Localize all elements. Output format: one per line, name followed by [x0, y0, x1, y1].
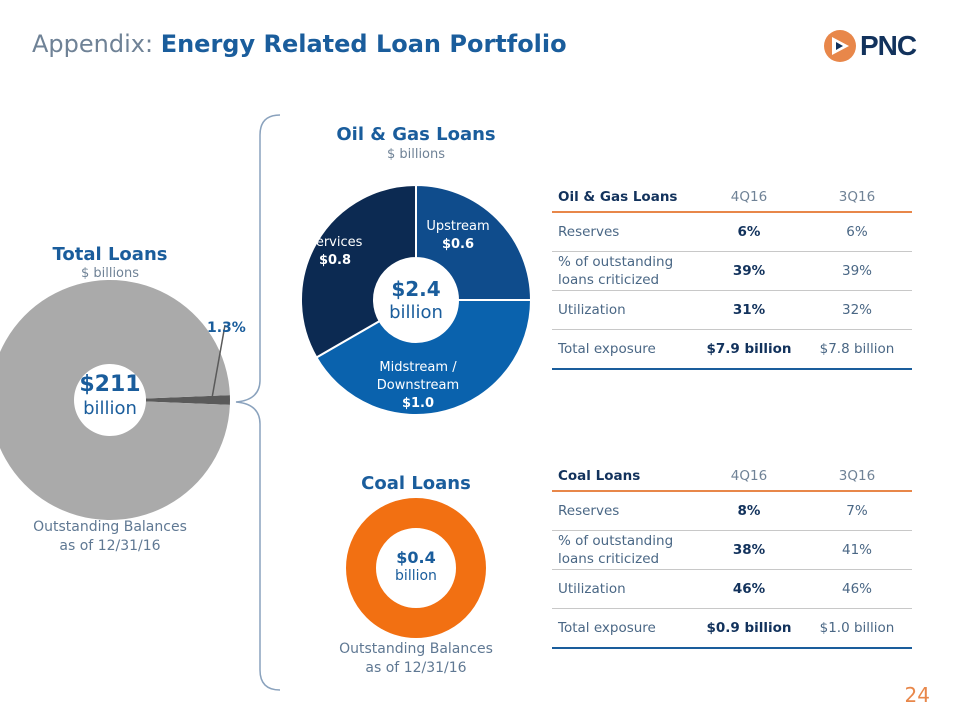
segment-midstream-name2: Downstream — [376, 378, 460, 393]
row-3q16: 41% — [802, 530, 912, 570]
oil-gas-table: Oil & Gas Loans 4Q16 3Q16 Reserves 6% 6%… — [552, 183, 912, 370]
row-label: Utilization — [552, 569, 696, 609]
title-main: Energy Related Loan Portfolio — [160, 30, 567, 58]
table-row: Total exposure $0.9 billion $1.0 billion — [552, 608, 912, 649]
oil-slice-services — [300, 183, 417, 359]
title-prefix: Appendix: — [32, 30, 154, 58]
oil-gas-title: Oil & Gas Loans — [336, 124, 496, 145]
coal-donut — [346, 498, 486, 638]
row-3q16: 7% — [802, 491, 912, 531]
bracket — [235, 114, 281, 691]
row-3q16: 39% — [802, 251, 912, 291]
row-label: % of outstanding loans criticized — [552, 251, 696, 291]
row-4q16: $0.9 billion — [696, 608, 802, 649]
total-slice-other — [0, 280, 230, 520]
row-label: Reserves — [552, 212, 696, 252]
row-4q16: 38% — [696, 530, 802, 570]
segment-upstream-name: Upstream — [426, 219, 490, 234]
coal-title: Coal Loans — [361, 473, 471, 494]
row-4q16: 8% — [696, 491, 802, 531]
segment-label-services: Services $0.8 — [295, 234, 375, 270]
oil-gas-subtitle: $ billions — [386, 147, 446, 162]
row-4q16: 46% — [696, 569, 802, 609]
table-header-row: Coal Loans 4Q16 3Q16 — [552, 462, 912, 492]
pnc-logo-text: PNC — [860, 30, 917, 61]
table-header-3q16: 3Q16 — [802, 462, 912, 492]
pnc-logo-icon — [824, 30, 856, 62]
coal-caption-line2: as of 12/31/16 — [365, 660, 467, 676]
total-loans-center-unit: billion — [83, 398, 137, 419]
table-row: Total exposure $7.9 billion $7.8 billion — [552, 329, 912, 370]
row-label: Total exposure — [552, 608, 696, 649]
pnc-logo: PNC — [822, 28, 932, 64]
table-header-row: Oil & Gas Loans 4Q16 3Q16 — [552, 183, 912, 213]
table-row: Utilization 31% 32% — [552, 290, 912, 330]
oil-gas-donut — [300, 183, 533, 416]
row-label: % of outstanding loans criticized — [552, 530, 696, 570]
row-4q16: 39% — [696, 251, 802, 291]
row-4q16: 6% — [696, 212, 802, 252]
oil-slice-midstream — [315, 299, 533, 416]
row-3q16: 32% — [802, 290, 912, 330]
total-loans-caption-line1: Outstanding Balances — [33, 519, 187, 535]
segment-midstream-name: Midstream / — [379, 360, 457, 375]
row-3q16: $7.8 billion — [802, 329, 912, 370]
oil-gas-center-value: $2.4 — [391, 277, 441, 301]
row-3q16: $1.0 billion — [802, 608, 912, 649]
table-header-label: Oil & Gas Loans — [552, 183, 696, 213]
row-label: Utilization — [552, 290, 696, 330]
segment-label-upstream: Upstream $0.6 — [418, 218, 498, 254]
table-row: % of outstanding loans criticized 38% 41% — [552, 530, 912, 570]
page-number: 24 — [904, 683, 930, 707]
segment-midstream-value: $1.0 — [401, 396, 435, 411]
row-3q16: 46% — [802, 569, 912, 609]
segment-services-name: Services — [307, 235, 363, 250]
row-4q16: 31% — [696, 290, 802, 330]
row-label: Total exposure — [552, 329, 696, 370]
table-row: Reserves 6% 6% — [552, 212, 912, 252]
table-header-label: Coal Loans — [552, 462, 696, 492]
coal-center-unit: billion — [395, 568, 437, 584]
total-loans-center-value: $211 — [79, 372, 141, 397]
row-3q16: 6% — [802, 212, 912, 252]
coal-slice — [346, 498, 486, 638]
page-title: Appendix: Energy Related Loan Portfolio — [32, 30, 567, 58]
total-loans-donut — [0, 280, 231, 520]
total-loans-title: Total Loans — [52, 244, 168, 265]
table-header-3q16: 3Q16 — [802, 183, 912, 213]
table-row: Utilization 46% 46% — [552, 569, 912, 609]
row-label: Reserves — [552, 491, 696, 531]
total-loans-caption-line2: as of 12/31/16 — [59, 538, 161, 554]
oil-slice-upstream — [415, 183, 533, 301]
table-header-4q16: 4Q16 — [696, 462, 802, 492]
energy-share-label: 1.3% — [207, 320, 246, 336]
segment-services-value: $0.8 — [318, 253, 352, 268]
pointer-line — [211, 324, 226, 399]
coal-caption-line1: Outstanding Balances — [339, 641, 493, 657]
coal-center-value: $0.4 — [396, 548, 436, 567]
segment-upstream-value: $0.6 — [441, 237, 475, 252]
total-loans-subtitle: $ billions — [80, 266, 140, 281]
segment-label-midstream: Midstream / Downstream $1.0 — [368, 359, 468, 413]
table-row: Reserves 8% 7% — [552, 491, 912, 531]
oil-gas-center-unit: billion — [389, 302, 443, 323]
coal-table: Coal Loans 4Q16 3Q16 Reserves 8% 7% % of… — [552, 462, 912, 649]
table-row: % of outstanding loans criticized 39% 39% — [552, 251, 912, 291]
row-4q16: $7.9 billion — [696, 329, 802, 370]
total-loans-caption: Outstanding Balances as of 12/31/16 — [20, 518, 200, 556]
total-slice-energy — [145, 395, 231, 405]
table-header-4q16: 4Q16 — [696, 183, 802, 213]
coal-caption: Outstanding Balances as of 12/31/16 — [306, 640, 526, 678]
